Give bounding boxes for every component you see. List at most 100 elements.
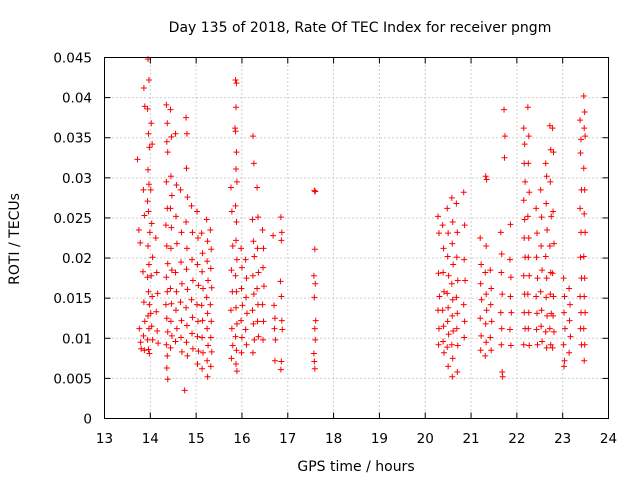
data-point-marker bbox=[440, 245, 447, 252]
data-point-marker bbox=[239, 302, 246, 309]
data-point-marker bbox=[567, 301, 574, 308]
data-point-marker bbox=[233, 288, 240, 295]
plot-border bbox=[104, 57, 609, 419]
data-point-marker bbox=[168, 224, 175, 231]
data-point-marker bbox=[462, 277, 469, 284]
data-point-marker bbox=[194, 261, 201, 268]
data-point-marker bbox=[453, 200, 460, 207]
data-point-marker bbox=[577, 254, 584, 261]
data-point-marker bbox=[152, 235, 159, 241]
x-axis-label: GPS time / hours bbox=[297, 459, 414, 475]
data-point-marker bbox=[561, 293, 568, 300]
data-point-marker bbox=[581, 210, 588, 217]
data-point-marker bbox=[189, 314, 196, 321]
data-point-marker bbox=[278, 229, 285, 236]
data-point-marker bbox=[534, 275, 541, 282]
data-point-marker bbox=[207, 226, 214, 233]
data-point-marker bbox=[168, 267, 175, 274]
data-point-marker bbox=[526, 272, 533, 279]
data-point-marker bbox=[561, 309, 568, 316]
data-point-marker bbox=[487, 267, 494, 274]
data-point-marker bbox=[449, 296, 456, 303]
data-point-marker bbox=[444, 253, 451, 260]
data-point-marker bbox=[499, 291, 506, 298]
data-point-marker bbox=[440, 338, 447, 345]
data-point-marker bbox=[199, 365, 206, 372]
data-point-marker bbox=[243, 310, 250, 317]
data-point-marker bbox=[477, 280, 484, 287]
data-point-marker bbox=[183, 266, 190, 273]
data-point-marker bbox=[233, 80, 240, 87]
data-point-marker bbox=[499, 373, 506, 380]
data-point-marker bbox=[200, 285, 207, 292]
data-point-marker bbox=[260, 264, 267, 271]
axes: 13 14 15 16 17 18 19 20 21 22 23 24 0 0.005 0.01 0.015 0… bbox=[53, 51, 617, 448]
data-point-marker bbox=[146, 301, 153, 308]
y-tick-label: 0.045 bbox=[53, 51, 92, 67]
data-point-marker bbox=[254, 285, 261, 292]
data-point-marker bbox=[549, 270, 556, 277]
data-point-marker bbox=[172, 338, 179, 345]
data-point-marker bbox=[141, 212, 148, 219]
data-point-marker bbox=[478, 332, 485, 339]
data-point-marker bbox=[145, 243, 152, 250]
data-point-marker bbox=[183, 304, 190, 311]
y-tick-label: 0.025 bbox=[53, 211, 92, 227]
data-point-marker bbox=[254, 184, 261, 191]
data-point-marker bbox=[229, 342, 236, 349]
data-point-marker bbox=[441, 288, 448, 295]
data-point-marker bbox=[232, 360, 239, 367]
data-point-marker bbox=[533, 293, 540, 300]
data-point-marker bbox=[497, 229, 504, 236]
data-point-marker bbox=[453, 294, 460, 301]
data-point-marker bbox=[453, 254, 460, 261]
data-point-marker bbox=[445, 363, 452, 370]
data-point-marker bbox=[184, 286, 191, 293]
data-point-marker bbox=[311, 294, 318, 301]
data-point-marker bbox=[232, 76, 239, 83]
data-point-marker bbox=[521, 216, 528, 223]
data-point-marker bbox=[242, 256, 249, 263]
data-point-marker bbox=[208, 318, 215, 325]
data-point-marker bbox=[450, 261, 457, 268]
data-point-marker bbox=[173, 182, 180, 189]
data-point-marker bbox=[243, 275, 250, 282]
data-point-marker bbox=[137, 239, 144, 246]
data-point-marker bbox=[453, 325, 460, 332]
data-point-marker bbox=[582, 309, 589, 316]
data-point-marker bbox=[525, 133, 532, 140]
data-point-marker bbox=[533, 205, 540, 212]
data-point-marker bbox=[233, 320, 240, 327]
data-point-marker bbox=[172, 130, 179, 137]
data-point-marker bbox=[189, 229, 196, 236]
data-point-marker bbox=[460, 189, 467, 196]
x-tick-label: 23 bbox=[554, 431, 571, 447]
data-point-marker bbox=[547, 291, 554, 298]
data-point-marker bbox=[538, 323, 545, 330]
data-point-marker bbox=[172, 269, 179, 276]
data-point-marker bbox=[543, 294, 550, 301]
data-point-marker bbox=[153, 308, 160, 315]
data-point-marker bbox=[507, 274, 514, 281]
data-point-marker bbox=[205, 277, 212, 284]
data-point-marker bbox=[183, 130, 190, 137]
data-point-marker bbox=[449, 312, 456, 319]
data-point-marker bbox=[445, 304, 452, 311]
data-point-marker bbox=[449, 355, 456, 362]
data-point-marker bbox=[204, 238, 211, 245]
data-point-marker bbox=[312, 188, 319, 195]
data-point-marker bbox=[525, 254, 532, 261]
data-point-marker bbox=[507, 293, 514, 300]
data-point-marker bbox=[163, 178, 170, 185]
data-point-marker bbox=[537, 288, 544, 295]
data-point-marker bbox=[140, 186, 147, 193]
data-point-marker bbox=[520, 272, 527, 279]
data-point-marker bbox=[144, 336, 151, 343]
data-point-marker bbox=[195, 348, 202, 355]
data-point-marker bbox=[189, 345, 196, 352]
data-point-marker bbox=[204, 357, 211, 364]
data-point-marker bbox=[543, 200, 550, 207]
data-point-marker bbox=[498, 251, 505, 258]
data-point-marker bbox=[477, 347, 484, 354]
data-point-marker bbox=[141, 318, 148, 325]
